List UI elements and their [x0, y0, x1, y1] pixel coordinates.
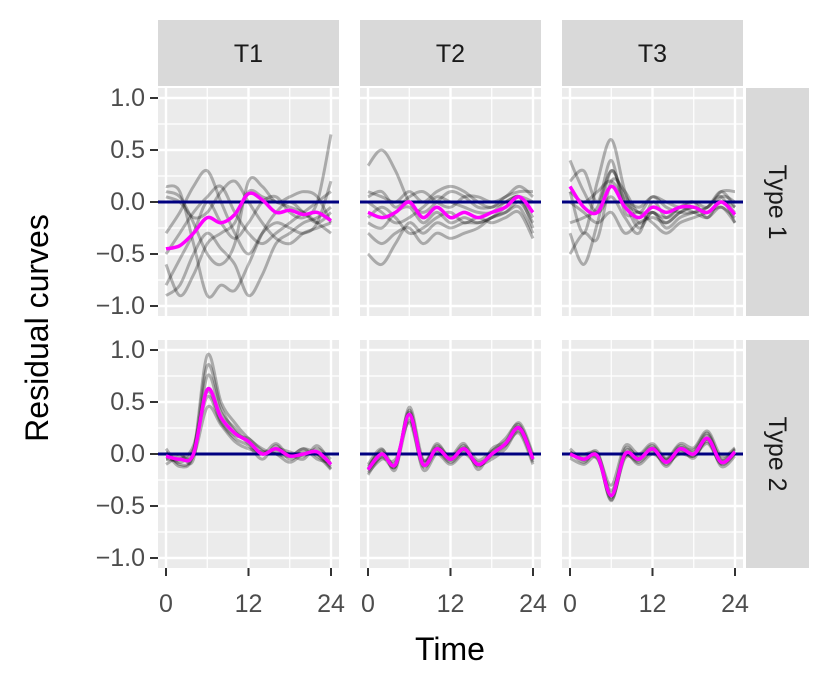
strip-label-t1: T1 [234, 40, 263, 68]
mean-curves [165, 184, 737, 498]
x-axis-title: Time [415, 631, 485, 667]
x-tick-label-t1-0: 0 [159, 590, 173, 618]
y-tick-label-r2--1.0: −1.0 [96, 544, 145, 572]
y-tick-label-r2-0.0: 0.0 [110, 440, 145, 468]
residual-curve-t2-type1-7 [367, 184, 534, 209]
x-tick-label-t2-24: 24 [519, 590, 547, 618]
strip-row-type2-bg [746, 340, 809, 568]
strip-label-type2: Type 2 [763, 416, 791, 491]
residual-curve-t2-type1-1 [366, 200, 535, 267]
mean-curve-t1-type2 [165, 386, 333, 466]
residual-curve-t1-type1-2 [165, 176, 333, 267]
x-axis: 0 12 24 0 12 24 0 12 24 [159, 568, 749, 618]
x-tick-label-t2-0: 0 [361, 590, 375, 618]
strip-label-type1: Type 1 [763, 164, 791, 239]
y-tick-label-r2-1.0: 1.0 [110, 336, 145, 364]
y-axis-row1: 1.0 0.5 0.0 −0.5 −1.0 [96, 84, 158, 320]
strip-col-t1-bg [158, 20, 339, 86]
residual-curve-t1-type1-7 [164, 184, 332, 255]
residual-curve-t3-type1-6 [569, 169, 736, 225]
y-tick-label-r2--0.5: −0.5 [96, 492, 145, 520]
x-tick-label-t1-12: 12 [235, 590, 263, 618]
x-tick-label-t3-0: 0 [563, 590, 577, 618]
y-tick-label-r1-1.0: 1.0 [110, 84, 145, 112]
residual-curve-t2-type1-2 [367, 204, 535, 246]
y-tick-label-r2-0.5: 0.5 [110, 388, 145, 416]
y-tick-label-r1--0.5: −0.5 [96, 240, 145, 268]
row-strips: Type 1 Type 2 [746, 88, 809, 568]
residual-curve-t3-type1-1 [568, 169, 737, 266]
residual-curve-t2-type1-6 [367, 205, 535, 240]
strip-col-t3-bg [562, 20, 743, 86]
y-tick-label-r1--1.0: −1.0 [96, 292, 145, 320]
residual-curve-t1-type1-5 [165, 205, 332, 298]
strip-row-type1-bg [746, 88, 809, 316]
column-strips: T1 T2 T3 [158, 20, 743, 86]
mean-curve-t2-type2 [366, 412, 535, 471]
strip-col-t2-bg [360, 20, 541, 86]
residual-curve-t1-type1-1 [164, 188, 332, 298]
x-tick-label-t3-24: 24 [721, 590, 749, 618]
mean-curve-t3-type2 [569, 436, 737, 498]
x-tick-label-t2-12: 12 [437, 590, 465, 618]
y-tick-label-r1-0.0: 0.0 [110, 188, 145, 216]
y-axis-row2: 1.0 0.5 0.0 −0.5 −1.0 [96, 336, 158, 572]
grid-lines [158, 88, 743, 568]
strip-label-t3: T3 [638, 40, 667, 68]
residual-curve-t3-type1-3 [568, 177, 737, 255]
y-axis-title: Residual curves [19, 214, 55, 442]
mean-curve-t2-type1 [367, 195, 535, 220]
strip-label-t2: T2 [436, 40, 465, 68]
x-tick-label-t1-24: 24 [317, 590, 345, 618]
x-tick-label-t3-12: 12 [639, 590, 667, 618]
residual-curve-t1-type1-3 [164, 168, 333, 256]
mean-curve-t3-type1 [568, 184, 737, 220]
residual-curve-t1-type1-4 [165, 184, 332, 299]
y-tick-label-r1-0.5: 0.5 [110, 136, 145, 164]
residual-curve-t3-type1-7 [569, 179, 737, 224]
mean-curve-t1-type1 [165, 191, 332, 251]
